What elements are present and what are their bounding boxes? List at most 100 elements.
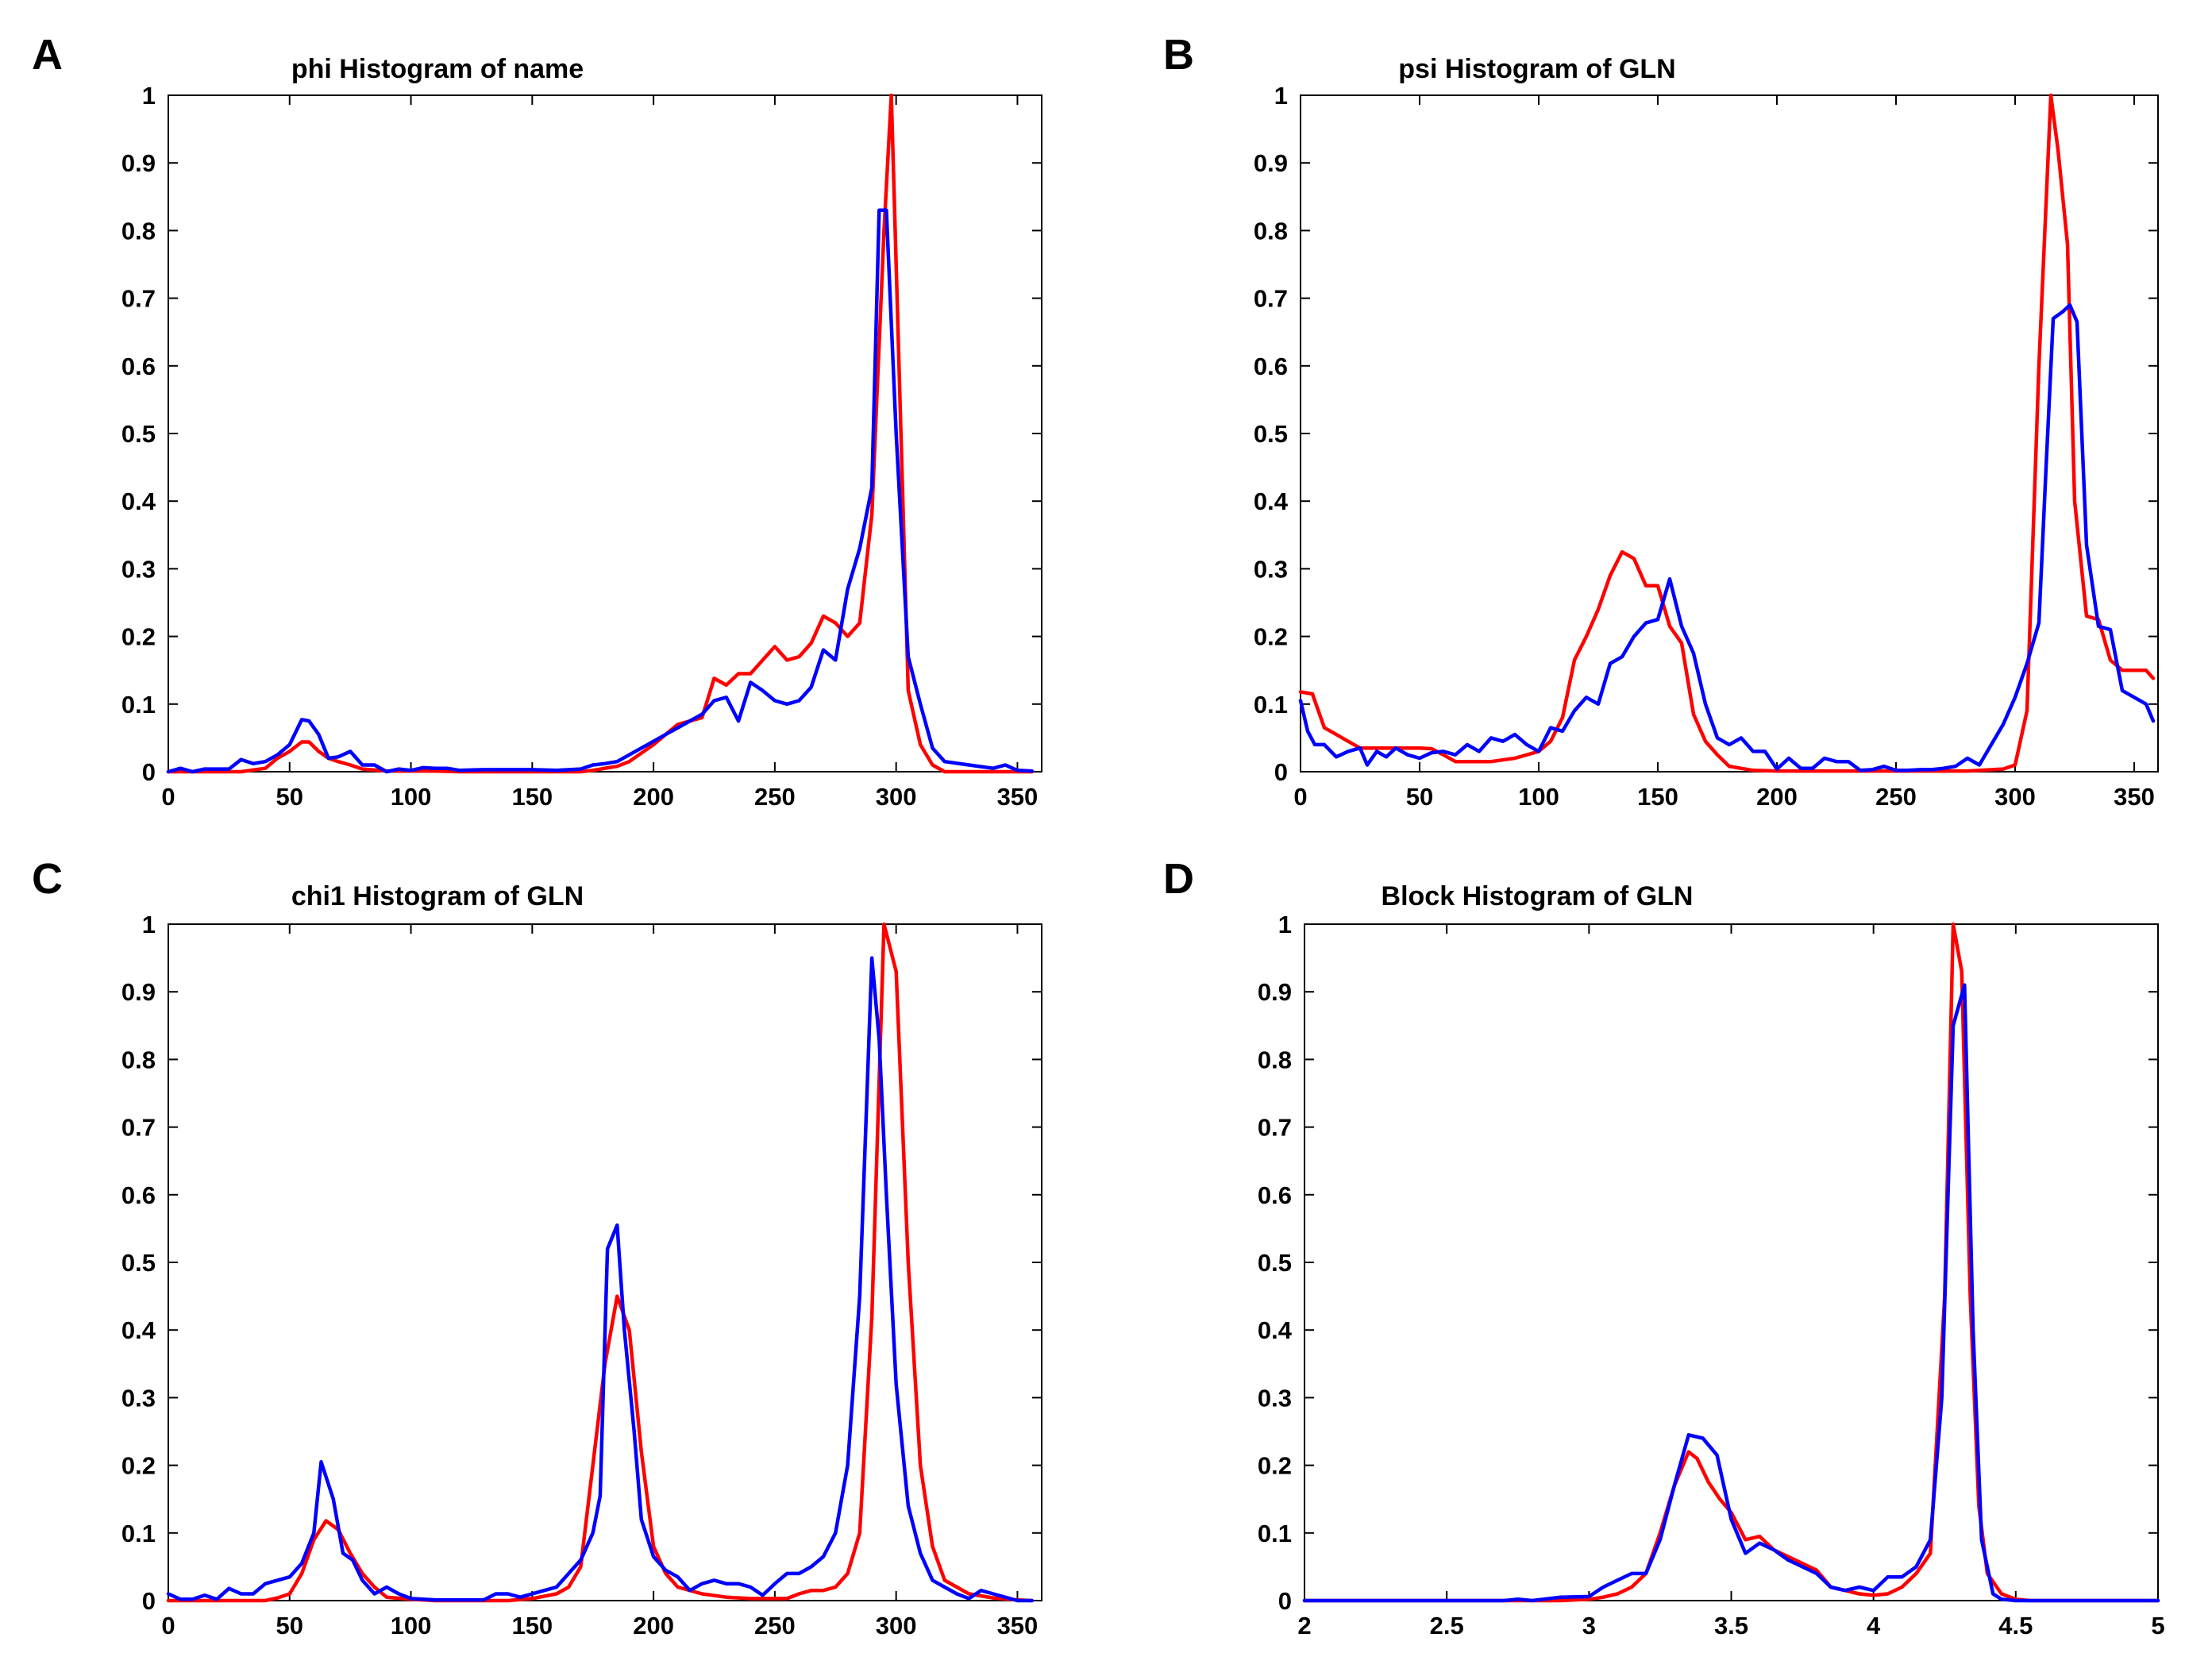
y-tick-label: 0.2	[1258, 1452, 1292, 1480]
series-line-blue	[1298, 302, 2156, 773]
y-tick-label: 0	[142, 758, 156, 786]
x-tick-label: 150	[511, 1612, 553, 1640]
y-tick-label: 0.3	[1254, 555, 1288, 583]
y-tick-label: 0.1	[1254, 691, 1288, 719]
y-tick-label: 0.9	[1258, 978, 1292, 1006]
chart-c: 0 50 100 150 200 250 300 350 0 0.1 0.2 0.3 0.4 0.5 0.6…	[121, 911, 1042, 1640]
series-line-red	[1302, 922, 2160, 1603]
x-tick-label: 300	[876, 1612, 917, 1640]
plot-frame	[1304, 923, 2159, 1601]
x-tick-label: 100	[391, 783, 432, 811]
y-tick-label: 0.3	[121, 555, 156, 583]
x-tick-label: 50	[1406, 783, 1433, 811]
x-tick-label: 5	[2151, 1612, 2164, 1640]
panel-label-c: C	[32, 855, 63, 903]
chart-a: 0 50 100 150 200 250 300 350 0 0.1 0.2 0.3 0.4 0.5 0.6…	[121, 82, 1042, 811]
y-tick-label: 0.4	[121, 487, 156, 515]
panel-label-b: B	[1163, 31, 1194, 79]
y-tick-label: 0.1	[1258, 1520, 1292, 1547]
x-tick-label: 0	[161, 1612, 175, 1640]
series-line-red	[166, 93, 1035, 774]
chart-title-a: phi Histogram of name	[291, 54, 584, 84]
panel-c: C chi1 Histogram of GLN 0 50 100 150 200 250 3…	[0, 840, 1106, 1680]
x-tick-label: 200	[633, 783, 674, 811]
x-tick-label: 300	[1994, 783, 2036, 811]
x-tick-label: 100	[391, 1612, 432, 1640]
y-tick-label: 0.1	[121, 1520, 156, 1547]
x-tick-label: 200	[1756, 783, 1798, 811]
y-tick-label: 0	[1278, 1587, 1292, 1615]
y-tick-label: 0.5	[121, 1249, 156, 1277]
y-tick-label: 0.5	[121, 420, 156, 448]
x-tick-label: 3	[1582, 1612, 1596, 1640]
y-tick-label: 1	[142, 911, 156, 938]
y-tick-label: 0	[1274, 758, 1288, 786]
y-tick-label: 0.6	[1258, 1181, 1292, 1209]
x-tick-label: 250	[754, 1612, 796, 1640]
y-tick-label: 0.2	[1254, 623, 1288, 651]
y-tick-label: 0.9	[121, 149, 156, 177]
x-tick-label: 4.5	[1998, 1612, 2033, 1640]
y-tick-label: 0.9	[121, 978, 156, 1006]
x-tick-label: 50	[276, 783, 303, 811]
x-tick-label: 2	[1297, 1612, 1311, 1640]
y-tick-label: 1	[142, 82, 156, 110]
y-tick-label: 0.4	[121, 1316, 156, 1344]
x-tick-label: 50	[276, 1612, 303, 1640]
x-tick-label: 300	[876, 783, 917, 811]
x-tick-label: 250	[754, 783, 796, 811]
y-tick-label: 1	[1278, 911, 1292, 938]
y-tick-label: 0.8	[1254, 217, 1288, 245]
panel-label-a: A	[32, 31, 63, 79]
y-tick-label: 0.4	[1258, 1316, 1293, 1344]
y-tick-label: 0	[142, 1587, 156, 1615]
y-tick-label: 0.2	[121, 1452, 156, 1480]
x-tick-label: 150	[511, 783, 553, 811]
y-tick-label: 0.7	[121, 1114, 156, 1142]
x-tick-label: 200	[633, 1612, 674, 1640]
panel-a: A phi Histogram of name 0 50 100 150 200 250 3…	[0, 0, 1106, 840]
y-tick-label: 1	[1274, 82, 1288, 110]
plot-frame	[168, 923, 1042, 1601]
y-tick-label: 0.3	[121, 1384, 156, 1412]
panel-d: D Block Histogram of GLN 2 2.5 3 3.5 4 4.5 5 0 0…	[1106, 840, 2212, 1680]
y-tick-label: 0.7	[121, 285, 156, 313]
y-tick-label: 0.4	[1254, 487, 1289, 515]
x-tick-label: 350	[997, 783, 1039, 811]
x-tick-label: 350	[997, 1612, 1039, 1640]
panel-b: B psi Histogram of GLN 0 50 100 150 200 250 30…	[1106, 0, 2212, 840]
y-tick-label: 0.5	[1258, 1249, 1292, 1277]
y-tick-label: 0.3	[1258, 1384, 1292, 1412]
chart-title-b: psi Histogram of GLN	[1398, 54, 1676, 84]
chart-title-c: chi1 Histogram of GLN	[291, 881, 584, 911]
x-tick-label: 2.5	[1430, 1612, 1464, 1640]
chart-d: 2 2.5 3 3.5 4 4.5 5 0 0.1 0.2 0.3 0.4 0.5 0.6 0.7 0.8 0.…	[1258, 911, 2165, 1640]
chart-title-d: Block Histogram of GLN	[1381, 881, 1694, 911]
y-tick-label: 0.8	[121, 217, 156, 245]
y-tick-label: 0.6	[121, 1181, 156, 1209]
y-tick-label: 0.8	[121, 1046, 156, 1073]
x-tick-label: 0	[161, 783, 175, 811]
y-tick-label: 0.2	[121, 623, 156, 651]
series-line-blue	[166, 208, 1035, 774]
x-tick-label: 150	[1637, 783, 1678, 811]
y-tick-label: 0.5	[1254, 420, 1288, 448]
y-tick-label: 0.6	[121, 353, 156, 380]
x-tick-label: 250	[1875, 783, 1917, 811]
y-tick-label: 0.7	[1254, 285, 1288, 313]
y-tick-label: 0.1	[121, 691, 156, 719]
y-tick-label: 0.6	[1254, 353, 1288, 380]
panel-label-d: D	[1163, 855, 1194, 903]
y-tick-label: 0.9	[1254, 149, 1288, 177]
y-tick-label: 0.7	[1258, 1114, 1292, 1142]
series-line-blue	[166, 956, 1035, 1603]
x-tick-label: 350	[2114, 783, 2155, 811]
series-line-red	[1298, 93, 2156, 773]
chart-b: 0 50 100 150 200 250 300 350 0 0.1 0.2 0.3 0.4 0.5 0.6…	[1254, 82, 2159, 811]
x-tick-label: 100	[1518, 783, 1559, 811]
x-tick-label: 3.5	[1714, 1612, 1748, 1640]
series-line-blue	[1302, 983, 2160, 1603]
x-tick-label: 0	[1293, 783, 1307, 811]
y-tick-label: 0.8	[1258, 1046, 1292, 1073]
x-tick-label: 4	[1867, 1612, 1881, 1640]
